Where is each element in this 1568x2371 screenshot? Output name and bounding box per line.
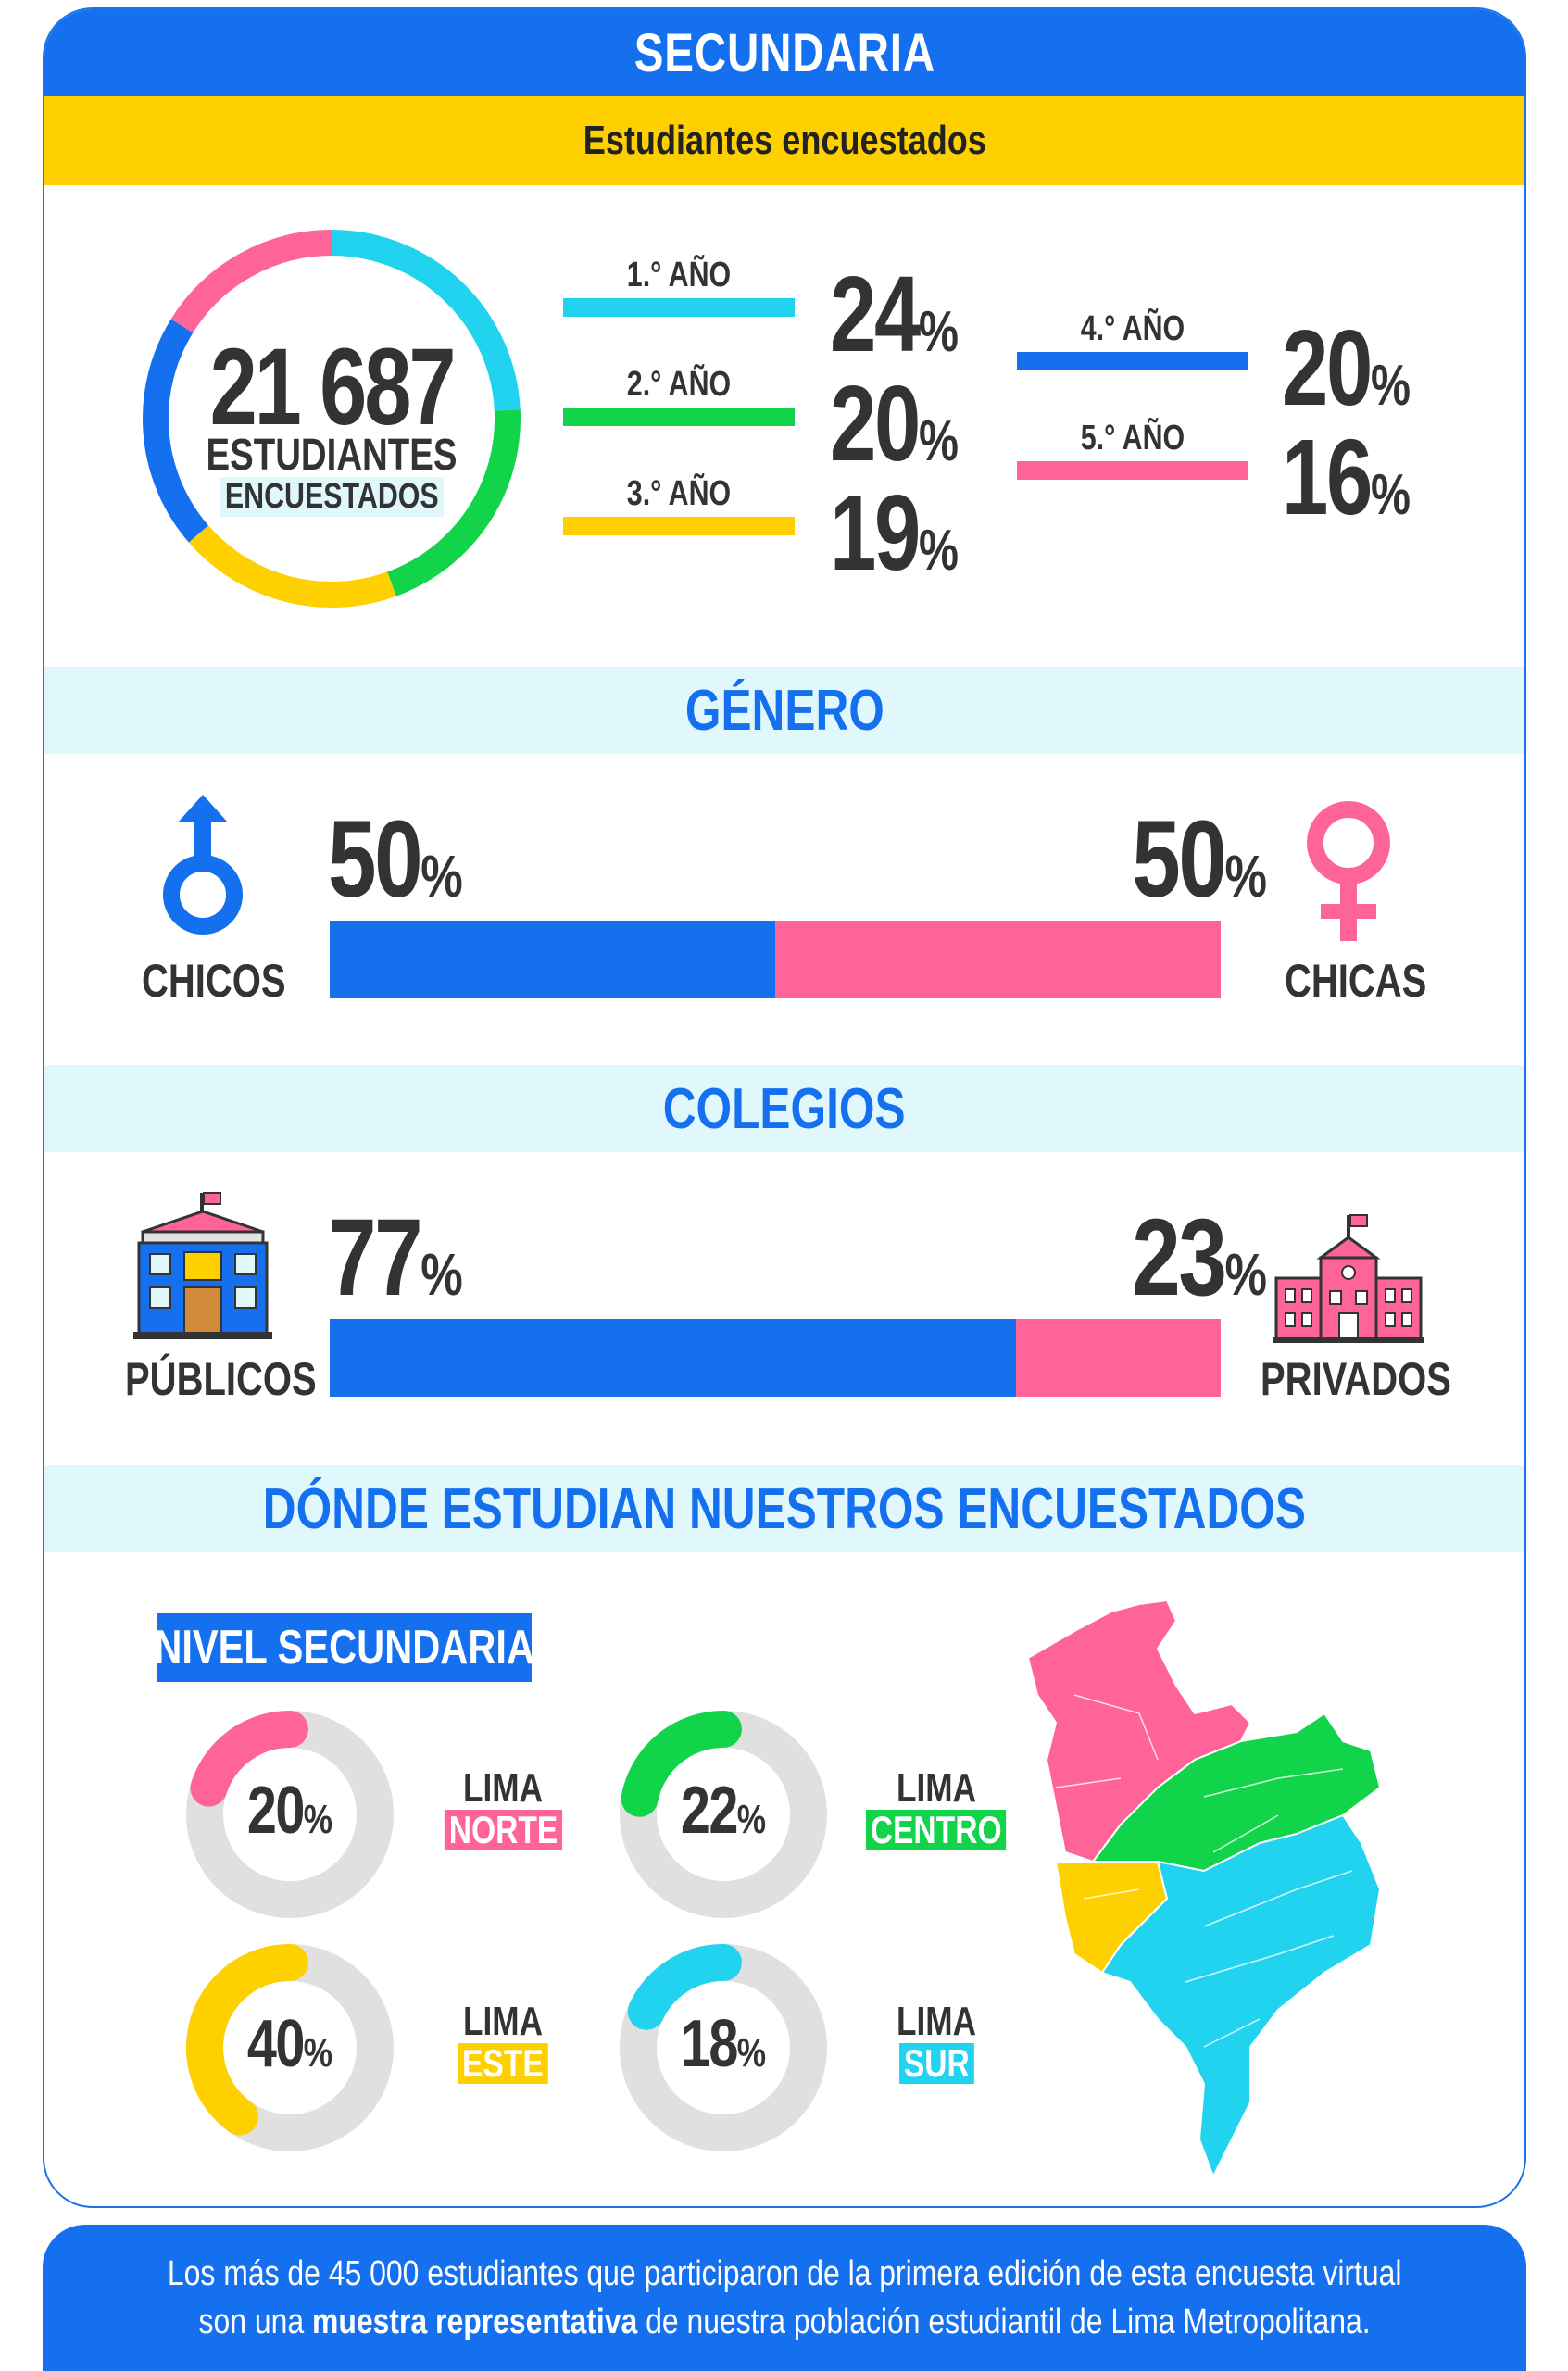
- schools-bar: [330, 1319, 1221, 1397]
- students-section-title: Estudiantes encuestados: [583, 118, 986, 163]
- zone-name-wrapper: SUR: [848, 2043, 1024, 2084]
- year-donut-chart: [143, 230, 521, 608]
- gender-title: GÉNERO: [684, 678, 884, 743]
- girls-label: CHICAS: [1285, 955, 1427, 1007]
- total-block: 21 687 ESTUDIANTES ENCUESTADOS: [146, 324, 517, 517]
- zone-name-norte: NORTE: [444, 1810, 562, 1850]
- zone-name-sur: SUR: [898, 2043, 974, 2084]
- private-percentage: 23%: [1132, 1197, 1267, 1319]
- lima-map: [1027, 1599, 1381, 2177]
- year-bar-2: [563, 408, 795, 426]
- year-label-5: 5.° AÑO: [1080, 419, 1185, 458]
- header-banner: SECUNDARIA: [44, 9, 1524, 96]
- zone-percentage-norte: 20%: [246, 1774, 333, 1848]
- male-symbol-icon: [163, 795, 243, 935]
- schools-bar-segment-2: [1015, 1319, 1221, 1397]
- year-label-2: 2.° AÑO: [626, 365, 732, 404]
- year-donut-segment-4: [143, 319, 209, 543]
- zone-lima-label: LIMA: [462, 1765, 544, 1811]
- map-region-sur: [1101, 1814, 1381, 2177]
- schools-title: COLEGIOS: [663, 1076, 906, 1141]
- year-percentage-5: 16%: [1282, 417, 1411, 537]
- year-donut-segment-2: [387, 409, 521, 596]
- private-label: PRIVADOS: [1261, 1353, 1451, 1405]
- footer-line1: Los más de 45 000 estudiantes que partic…: [167, 2254, 1402, 2293]
- year-donut-segment-1: [331, 230, 521, 411]
- where-band: DÓNDE ESTUDIAN NUESTROS ENCUESTADOS: [44, 1465, 1524, 1552]
- year-bar-5: [1017, 461, 1248, 480]
- year-percentage-2: 20%: [830, 363, 959, 483]
- zone-donut-sur: [620, 1944, 827, 2151]
- public-label: PÚBLICOS: [125, 1353, 317, 1405]
- female-symbol-icon: [1307, 801, 1390, 941]
- gender-bar: [330, 921, 1221, 998]
- year-bar-3: [563, 517, 795, 535]
- zone-name-este: ESTE: [458, 2043, 548, 2084]
- year-percentage-1: 24%: [830, 254, 959, 374]
- footer-banner: Los más de 45 000 estudiantes que partic…: [43, 2225, 1526, 2371]
- gender-bar-segment-1: [330, 921, 775, 998]
- where-title: DÓNDE ESTUDIAN NUESTROS ENCUESTADOS: [262, 1476, 1307, 1541]
- zone-donut-este: [186, 1944, 394, 2151]
- schools-bar-segment-1: [330, 1319, 1016, 1397]
- total-line2: ENCUESTADOS: [220, 477, 444, 517]
- zone-name-centro: CENTRO: [866, 1810, 1007, 1850]
- year-percentage-3: 19%: [830, 472, 959, 593]
- gender-band: GÉNERO: [44, 667, 1524, 754]
- zone-donut-value-arc: [621, 1711, 742, 1817]
- zone-name-wrapper: ESTE: [415, 2043, 591, 2084]
- total-number: 21 687: [209, 326, 457, 448]
- boys-label: CHICOS: [142, 955, 286, 1007]
- public-percentage: 77%: [328, 1197, 463, 1319]
- zone-percentage-sur: 18%: [680, 2007, 767, 2081]
- year-bar-1: [563, 298, 795, 317]
- year-label-3: 3.° AÑO: [626, 474, 732, 513]
- total-line1: ESTUDIANTES: [206, 431, 458, 480]
- schools-band: COLEGIOS: [44, 1065, 1524, 1152]
- year-donut-segment-5: [170, 230, 332, 333]
- zone-donut-value-arc: [190, 1711, 308, 1807]
- year-percentage-4: 20%: [1282, 307, 1411, 428]
- zone-lima-label: LIMA: [462, 1999, 544, 2044]
- zone-lima-label: LIMA: [896, 1765, 977, 1811]
- level-tag: NIVEL SECUNDARIA: [154, 1613, 535, 1682]
- zone-percentage-este: 40%: [246, 2007, 333, 2081]
- zone-name-wrapper: NORTE: [415, 1810, 591, 1850]
- zone-percentage-centro: 22%: [680, 1774, 767, 1848]
- year-donut-segment-3: [188, 525, 396, 608]
- zone-lima-label: LIMA: [896, 1999, 977, 2044]
- zone-donut-value-arc: [186, 1944, 308, 2136]
- girls-percentage: 50%: [1132, 798, 1267, 921]
- gender-bar-segment-2: [775, 921, 1221, 998]
- private-school-icon: [1273, 1214, 1424, 1343]
- year-label-4: 4.° AÑO: [1080, 309, 1185, 348]
- level-tag-label: NIVEL SECUNDARIA: [154, 1621, 535, 1675]
- year-label-1: 1.° AÑO: [626, 256, 732, 295]
- zone-donut-norte: [186, 1711, 394, 1918]
- students-band: Estudiantes encuestados: [44, 96, 1524, 185]
- zone-donut-centro: [620, 1711, 827, 1918]
- survey-card: SECUNDARIA Estudiantes encuestados 21 68…: [43, 7, 1526, 2208]
- zone-donut-value-arc: [627, 1944, 742, 2030]
- zone-name-wrapper: CENTRO: [848, 1810, 1024, 1850]
- year-bar-4: [1017, 352, 1248, 370]
- boys-percentage: 50%: [328, 798, 463, 921]
- footer-line2: son una muestra representativa de nuestr…: [198, 2302, 1371, 2341]
- public-school-icon: [133, 1192, 272, 1339]
- page-title: SECUNDARIA: [633, 22, 935, 83]
